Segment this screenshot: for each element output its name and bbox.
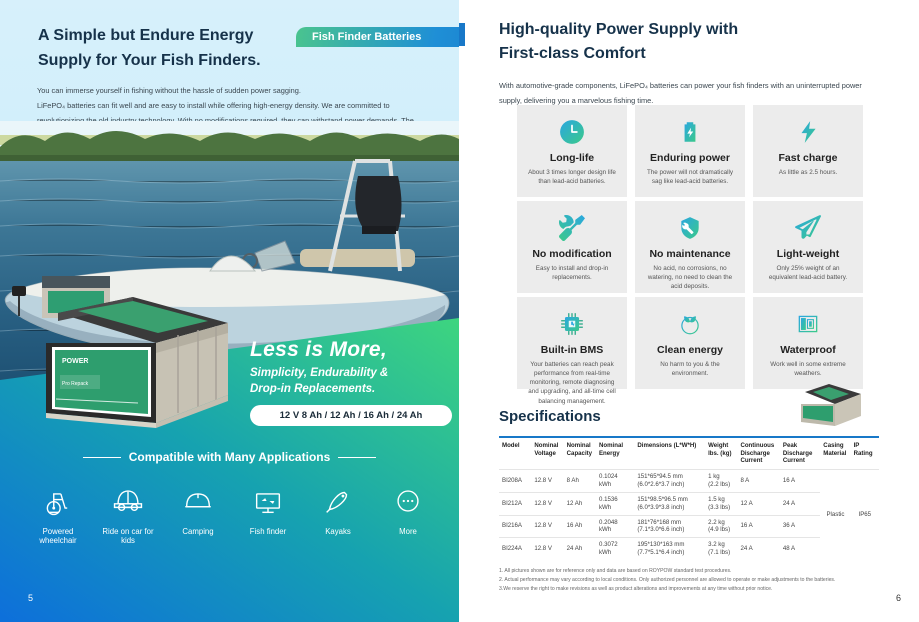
svg-text:Pro Repack: Pro Repack [62, 381, 89, 387]
svg-text:POWER: POWER [62, 358, 88, 365]
